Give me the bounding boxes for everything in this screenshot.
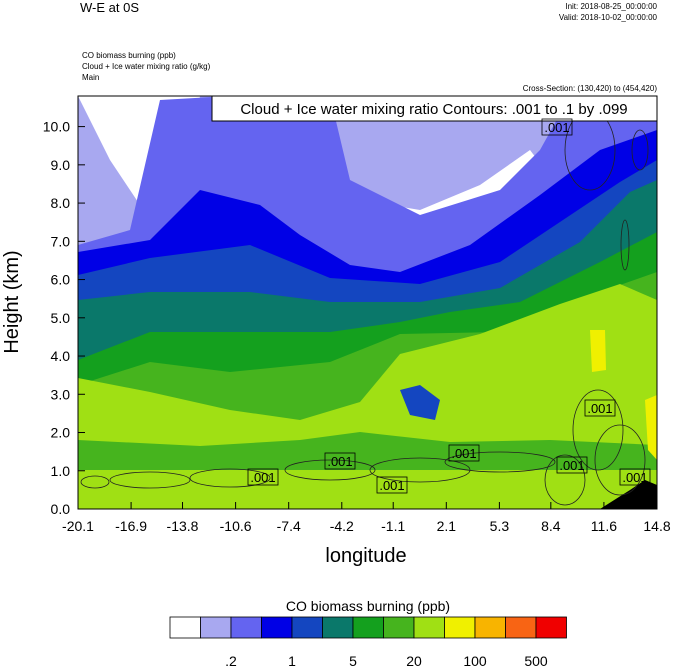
- x-tick-label: 8.4: [541, 518, 561, 534]
- y-axis-label: Height (km): [1, 250, 23, 353]
- colorbar-box: [352, 616, 384, 639]
- colorbar-box: [535, 616, 567, 639]
- field-band: [78, 470, 657, 509]
- contour-label-box: [376, 476, 408, 494]
- x-tick-label: -10.6: [220, 518, 252, 534]
- colorbar-box: [383, 616, 415, 639]
- colorbar-tick-label: 1: [288, 653, 296, 667]
- y-tick-label: 8.0: [51, 195, 71, 211]
- contour-annotation: Cloud + Ice water mixing ratio Contours:…: [240, 101, 627, 118]
- x-tick-label: -1.1: [381, 518, 405, 534]
- contour-label-box: [619, 468, 651, 486]
- colorbar-title: CO biomass burning (ppb): [286, 598, 450, 614]
- y-tick-label: 9.0: [51, 157, 71, 173]
- field-band: [590, 330, 606, 372]
- contour-label-box: [584, 399, 616, 417]
- y-tick-label: 2.0: [51, 425, 71, 441]
- x-tick-label: 11.6: [591, 518, 617, 534]
- colorbar-box: [291, 616, 323, 639]
- contour-label-box: [247, 468, 279, 486]
- terrain: [600, 480, 657, 509]
- field-label: Cloud + Ice water mixing ratio (g/kg): [82, 62, 211, 71]
- colorbar-box: [200, 616, 232, 639]
- y-tick-label: 10.0: [43, 119, 70, 135]
- cross-section: Cross-Section: (130,420) to (454,420): [523, 84, 658, 93]
- contour-label-box: [556, 456, 588, 474]
- x-tick-label: 14.8: [643, 518, 670, 534]
- colorbar-tick-label: 500: [524, 653, 548, 667]
- x-tick-label: -7.4: [277, 518, 301, 534]
- colorbar-box: [474, 616, 506, 639]
- colorbar-box: [444, 616, 476, 639]
- colorbar-box: [169, 616, 201, 639]
- contour-label: .001: [544, 120, 569, 135]
- colorbar-box: [505, 616, 537, 639]
- x-tick-label: 2.1: [437, 518, 457, 534]
- colorbar-box: [322, 616, 354, 639]
- contour-label: .001: [559, 458, 584, 473]
- contour-label: .001: [327, 454, 352, 469]
- valid-time: Valid: 2018-10-02_00:00:00: [559, 13, 658, 22]
- contour-label: .001: [250, 470, 275, 485]
- x-tick-label: -20.1: [62, 518, 94, 534]
- x-tick-label: -16.9: [115, 518, 147, 534]
- annotation-box: [211, 95, 658, 122]
- colorbar-box: [413, 616, 445, 639]
- y-tick-label: 3.0: [51, 386, 71, 402]
- contour-label: .001: [451, 446, 476, 461]
- y-tick-label: 5.0: [51, 310, 71, 326]
- colorbar-box: [261, 616, 293, 639]
- init-time: Init: 2018-08-25_00:00:00: [565, 2, 657, 11]
- x-tick-label: -13.8: [167, 518, 199, 534]
- x-tick-label: 5.3: [490, 518, 510, 534]
- colorbar-box: [230, 616, 262, 639]
- colorbar-tick-label: 100: [463, 653, 487, 667]
- contour-label: .001: [622, 470, 647, 485]
- y-tick-label: 6.0: [51, 272, 71, 288]
- contour-label-box: [448, 444, 480, 462]
- contour-label: .001: [587, 401, 612, 416]
- y-tick-label: 7.0: [51, 233, 71, 249]
- y-tick-label: 4.0: [51, 348, 71, 364]
- contour-label: .001: [379, 478, 404, 493]
- x-tick-label: -4.2: [330, 518, 354, 534]
- field-label: CO biomass burning (ppb): [82, 51, 176, 60]
- field-label: Main: [82, 73, 99, 82]
- contour-label-box: [541, 118, 573, 136]
- colorbar-tick-label: .2: [225, 653, 237, 667]
- x-axis-label: longitude: [325, 545, 406, 567]
- y-tick-label: 0.0: [51, 501, 71, 517]
- field-band: [645, 395, 657, 460]
- colorbar-tick-label: 20: [406, 653, 422, 667]
- contour-fill: [78, 96, 657, 509]
- y-tick-label: 1.0: [51, 463, 71, 479]
- chart-title: W-E at 0S: [80, 0, 139, 15]
- field-band: [400, 385, 440, 420]
- colorbar-tick-label: 5: [349, 653, 357, 667]
- contour-label-box: [324, 452, 356, 470]
